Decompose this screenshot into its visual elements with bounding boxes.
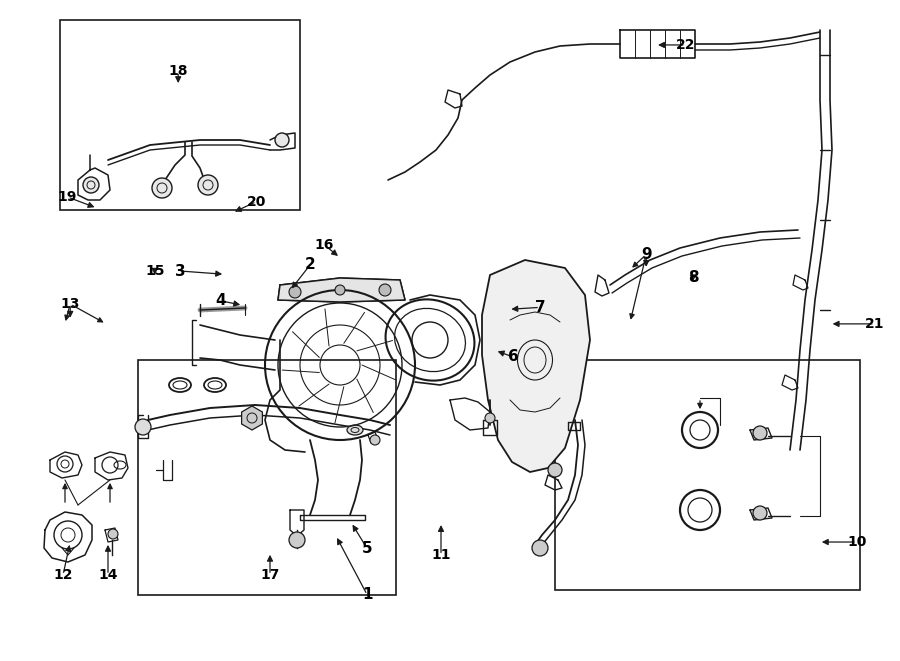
Polygon shape (278, 278, 405, 302)
Circle shape (108, 529, 118, 539)
Bar (60, 20, 300, 210)
Polygon shape (482, 260, 590, 472)
Circle shape (548, 463, 562, 477)
Text: 20: 20 (247, 194, 266, 209)
Text: 2: 2 (305, 257, 316, 272)
Circle shape (379, 284, 391, 296)
Text: 9: 9 (641, 247, 652, 262)
Text: 10: 10 (847, 535, 867, 549)
Text: 13: 13 (60, 297, 80, 311)
Text: 15: 15 (145, 264, 165, 278)
Text: 6: 6 (508, 350, 518, 364)
Text: 14: 14 (98, 568, 118, 582)
Text: 16: 16 (314, 237, 334, 252)
Circle shape (370, 435, 380, 445)
Text: 17: 17 (260, 568, 280, 582)
Circle shape (753, 506, 767, 520)
Text: 5: 5 (362, 541, 373, 556)
Text: 8: 8 (688, 270, 698, 285)
Ellipse shape (347, 425, 363, 435)
Bar (555, 360, 860, 590)
Text: 18: 18 (168, 64, 188, 79)
Text: 11: 11 (431, 548, 451, 563)
Text: 12: 12 (53, 568, 73, 582)
Circle shape (289, 532, 305, 548)
Circle shape (532, 540, 548, 556)
Circle shape (289, 286, 301, 298)
Text: 7: 7 (535, 300, 545, 315)
Text: 21: 21 (865, 317, 885, 331)
Circle shape (485, 413, 495, 423)
Circle shape (152, 178, 172, 198)
Circle shape (83, 177, 99, 193)
Circle shape (198, 175, 218, 195)
Text: 4: 4 (215, 293, 226, 308)
Text: 22: 22 (676, 38, 696, 52)
Circle shape (135, 419, 151, 435)
Bar (138, 360, 396, 595)
Circle shape (335, 285, 345, 295)
Text: 19: 19 (58, 190, 77, 204)
Text: 3: 3 (175, 264, 185, 278)
Text: 1: 1 (362, 588, 373, 602)
Circle shape (275, 133, 289, 147)
Circle shape (753, 426, 767, 440)
